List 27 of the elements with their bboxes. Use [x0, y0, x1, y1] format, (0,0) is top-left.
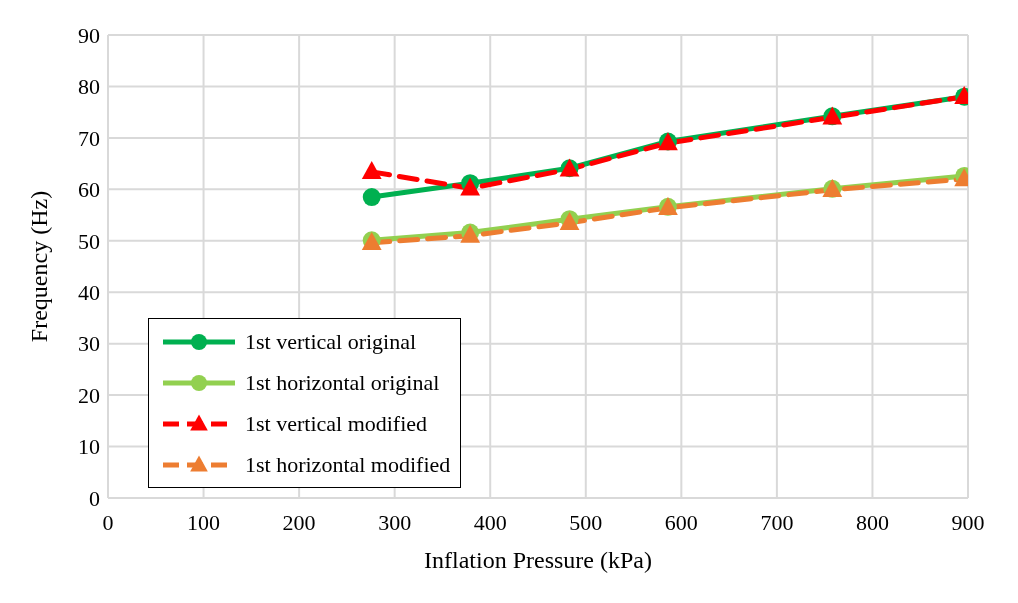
x-tick-label: 800 [855, 509, 889, 535]
y-tick-label: 30 [78, 331, 100, 357]
y-tick-label: 40 [78, 280, 100, 306]
y-tick-label: 10 [78, 434, 100, 460]
legend-label: 1st vertical original [245, 328, 417, 355]
y-tick-label: 80 [78, 74, 100, 100]
legend-label: 1st horizontal original [245, 369, 440, 396]
y-tick-label: 20 [78, 382, 100, 408]
x-tick-label: 100 [187, 509, 221, 535]
x-tick-label: 700 [760, 509, 794, 535]
x-tick-label: 300 [378, 509, 412, 535]
y-tick-label: 50 [78, 228, 100, 254]
x-tick-label: 600 [664, 509, 698, 535]
point [361, 161, 382, 180]
legend-label: 1st horizontal modified [245, 451, 451, 478]
y-tick-label: 90 [78, 22, 100, 48]
x-tick-label: 900 [951, 509, 985, 535]
legend-label: 1st vertical modified [245, 410, 428, 437]
x-tick-label: 500 [569, 509, 603, 535]
point [362, 188, 381, 207]
x-tick-label: 400 [473, 509, 507, 535]
x-axis-title: Inflation Pressure (kPa) [424, 547, 652, 573]
y-axis-title: Frequency (Hz) [25, 190, 52, 343]
x-tick-label: 200 [282, 509, 316, 535]
y-tick-label: 0 [89, 485, 100, 511]
y-tick-label: 60 [78, 177, 100, 203]
y-tick-label: 70 [78, 125, 100, 151]
